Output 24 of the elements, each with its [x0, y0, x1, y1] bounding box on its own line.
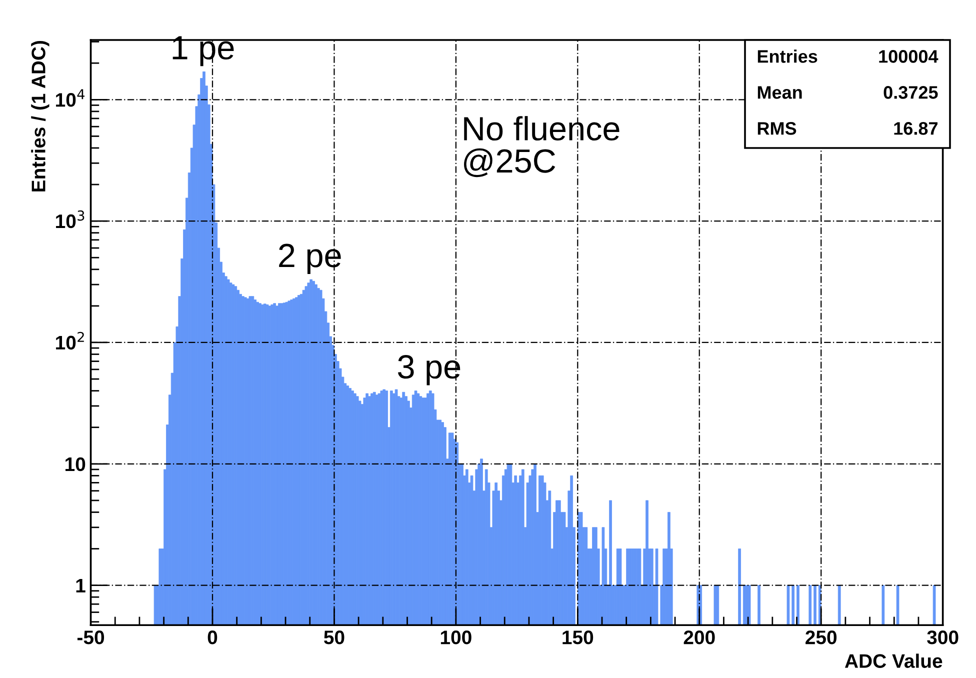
annotation: Entries: [758, 50, 818, 63]
y-tick-label: 10$^{4}$: [56, 89, 85, 107]
x-tick-label: 200: [684, 630, 715, 644]
x-tick-label: -50: [77, 630, 104, 644]
x-tick-label: 50: [324, 630, 344, 644]
annotation: 0.3725: [884, 86, 938, 99]
annotation: 3 pe: [398, 355, 460, 386]
x-tick-label: 100: [440, 630, 472, 644]
annotation: 2 pe: [279, 244, 341, 274]
annotation: Mean: [758, 86, 802, 99]
annotation: 100004: [879, 50, 938, 63]
annotation: 16.87: [894, 122, 938, 135]
y-axis-title: Entries / (1 ADC): [31, 40, 50, 192]
annotation: No fluence @25C: [464, 116, 620, 178]
y-tick-label: 10$^{2}$: [56, 332, 84, 350]
x-axis-title: ADC Value: [844, 654, 942, 668]
annotation: RMS: [758, 122, 796, 135]
y-tick-label: 10$^{3}$: [56, 210, 84, 228]
x-tick-label: 150: [562, 630, 594, 644]
y-tick-label: 10: [66, 457, 86, 472]
x-tick-label: 250: [806, 630, 837, 644]
x-tick-label: 300: [927, 630, 958, 644]
y-tick-label: 1: [76, 578, 86, 592]
x-tick-label: 0: [208, 630, 218, 644]
